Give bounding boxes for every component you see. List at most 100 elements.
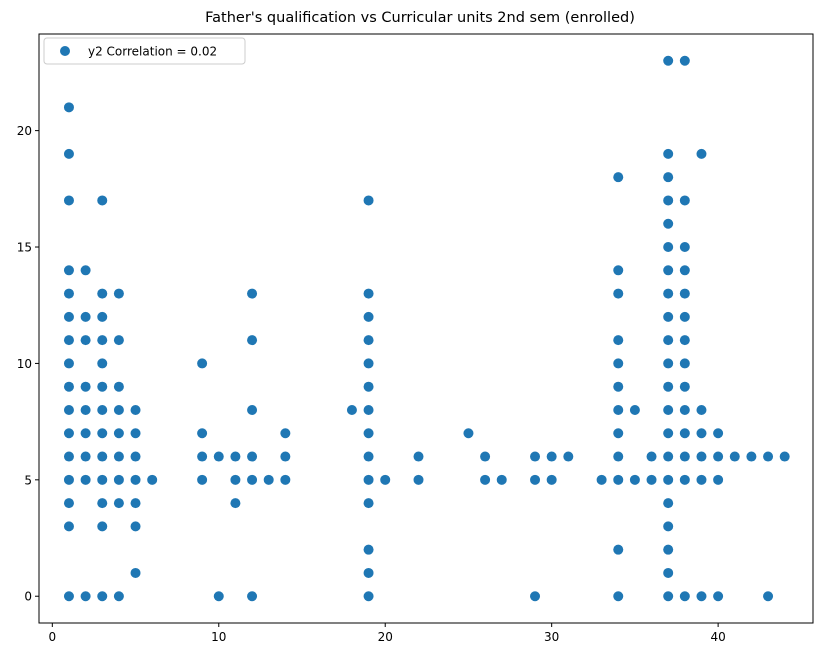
data-point <box>97 358 108 369</box>
data-point <box>613 474 624 485</box>
data-point <box>63 148 74 159</box>
x-tick-label: 0 <box>48 630 56 644</box>
data-point <box>613 172 624 183</box>
data-point <box>63 591 74 602</box>
y-tick-label: 15 <box>17 241 32 255</box>
data-point <box>363 474 374 485</box>
data-point <box>130 521 141 532</box>
y-tick-label: 5 <box>24 473 32 487</box>
y-tick-label: 0 <box>24 590 32 604</box>
data-point <box>97 381 108 392</box>
data-point <box>613 335 624 346</box>
data-point <box>679 55 690 66</box>
y-tick-label: 10 <box>17 357 32 371</box>
data-point <box>230 498 241 509</box>
data-point <box>713 428 724 439</box>
data-point <box>247 335 258 346</box>
data-point <box>530 591 541 602</box>
data-point <box>530 474 541 485</box>
data-point <box>679 358 690 369</box>
data-point <box>130 404 141 415</box>
data-point <box>696 591 707 602</box>
data-point <box>130 428 141 439</box>
data-point <box>346 404 357 415</box>
data-point <box>80 404 91 415</box>
data-point <box>663 288 674 299</box>
data-point <box>63 381 74 392</box>
data-point <box>613 404 624 415</box>
data-point <box>197 451 208 462</box>
data-point <box>113 288 124 299</box>
data-point <box>363 311 374 322</box>
data-point <box>663 474 674 485</box>
data-point <box>113 591 124 602</box>
data-point <box>247 451 258 462</box>
data-point <box>663 591 674 602</box>
legend-marker <box>60 46 70 56</box>
data-point <box>63 335 74 346</box>
data-point <box>63 404 74 415</box>
data-point <box>113 381 124 392</box>
data-point <box>663 358 674 369</box>
data-point <box>696 474 707 485</box>
data-point <box>113 498 124 509</box>
data-point <box>546 474 557 485</box>
data-point <box>63 265 74 276</box>
data-point <box>613 428 624 439</box>
data-point <box>679 591 690 602</box>
data-point <box>63 498 74 509</box>
data-point <box>663 148 674 159</box>
data-point <box>679 335 690 346</box>
data-point <box>530 451 541 462</box>
data-point <box>280 451 291 462</box>
data-point <box>97 498 108 509</box>
data-point <box>80 335 91 346</box>
data-point <box>696 451 707 462</box>
data-point <box>779 451 790 462</box>
chart-title: Father's qualification vs Curricular uni… <box>205 10 635 26</box>
x-tick-label: 10 <box>211 630 226 644</box>
data-point <box>63 102 74 113</box>
data-point <box>363 381 374 392</box>
data-point <box>280 474 291 485</box>
y-tick-label: 20 <box>17 124 32 138</box>
data-point <box>97 288 108 299</box>
data-point <box>563 451 574 462</box>
data-point <box>713 474 724 485</box>
data-point <box>663 567 674 578</box>
data-point <box>247 591 258 602</box>
data-point <box>679 195 690 206</box>
data-point <box>130 567 141 578</box>
data-point <box>363 358 374 369</box>
data-point <box>230 474 241 485</box>
data-point <box>97 451 108 462</box>
data-point <box>197 358 208 369</box>
data-point <box>663 428 674 439</box>
data-point <box>663 521 674 532</box>
data-point <box>679 265 690 276</box>
data-point <box>197 428 208 439</box>
data-point <box>663 265 674 276</box>
data-point <box>113 428 124 439</box>
data-point <box>679 288 690 299</box>
data-point <box>679 381 690 392</box>
data-point <box>97 428 108 439</box>
y-axis-ticks: 0 5 10 15 20 <box>17 124 39 604</box>
data-point <box>63 521 74 532</box>
data-point <box>63 195 74 206</box>
data-point <box>663 218 674 229</box>
data-point <box>113 335 124 346</box>
data-point <box>696 404 707 415</box>
data-point <box>679 474 690 485</box>
data-point <box>546 451 557 462</box>
data-point <box>97 591 108 602</box>
data-point <box>280 428 291 439</box>
data-point <box>363 451 374 462</box>
data-point <box>97 335 108 346</box>
data-point <box>63 311 74 322</box>
legend: y2 Correlation = 0.02 <box>43 37 246 65</box>
data-point <box>596 474 607 485</box>
data-point <box>113 404 124 415</box>
data-point <box>263 474 274 485</box>
